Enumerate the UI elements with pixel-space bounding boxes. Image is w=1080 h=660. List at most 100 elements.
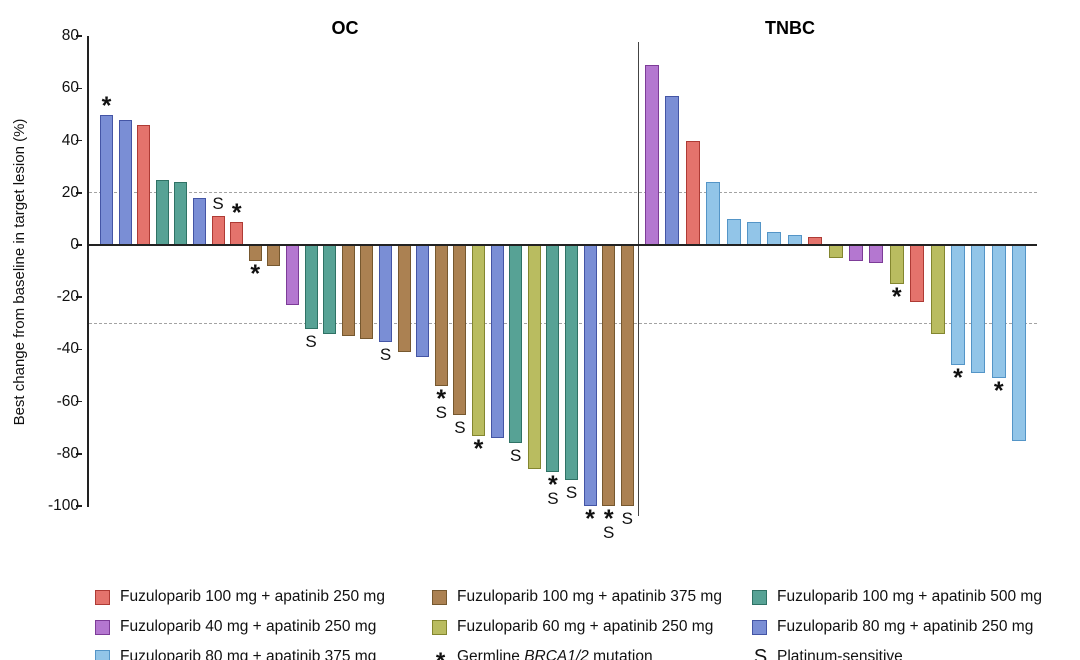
- bar-tnbc-3: [685, 140, 700, 245]
- y-tick-mark: [76, 87, 82, 90]
- platinum-sensitive-marker: S: [621, 509, 633, 528]
- germline-mutation-marker: *: [101, 91, 112, 120]
- y-tick-label: 60: [61, 79, 79, 97]
- legend-item: Fuzuloparib 100 mg + apatinib 250 mg: [95, 582, 385, 612]
- platinum-sensitive-marker: S: [603, 523, 615, 542]
- reference-line-20: [89, 192, 1037, 193]
- y-axis-label: Best change from baseline in target lesi…: [11, 118, 28, 426]
- legend-swatch: [95, 649, 110, 660]
- platinum-sensitive-marker: S: [510, 446, 522, 466]
- legend-item: S Platinum-sensitive: [752, 642, 1042, 660]
- legend-item: * Germline BRCA1/2 mutation: [432, 642, 722, 660]
- y-tick-label: 20: [61, 183, 79, 201]
- legend-item: Fuzuloparib 60 mg + apatinib 250 mg: [432, 612, 722, 642]
- y-tick-mark: [76, 400, 82, 403]
- bar-oc-6: [193, 198, 206, 245]
- bar-oc-26: [565, 245, 578, 480]
- legend-swatch: [432, 619, 447, 635]
- bar-oc-14: [341, 245, 355, 337]
- bar-oc-21: [472, 245, 485, 436]
- bar-oc-2: [118, 119, 132, 245]
- bar-tnbc-13: [889, 245, 904, 285]
- bar-oc-1: [100, 114, 113, 245]
- bar-oc-23: [509, 245, 523, 444]
- y-tick-mark: [76, 139, 82, 142]
- germline-mutation-marker: *: [250, 259, 261, 288]
- legend-label: Fuzuloparib 100 mg + apatinib 500 mg: [777, 588, 1042, 605]
- group-title-tnbc: TNBC: [765, 18, 815, 38]
- y-tick-mark: [76, 35, 82, 37]
- y-tick-label: -20: [56, 288, 79, 306]
- y-tick-label: 0: [70, 236, 79, 253]
- legend-column-1: Fuzuloparib 100 mg + apatinib 250 mg Fuzu…: [95, 582, 385, 660]
- germline-mutation-marker: *: [473, 434, 484, 463]
- y-tick-mark: [76, 244, 82, 246]
- bar-oc-28: [602, 245, 616, 506]
- platinum-sensitive-marker: S: [305, 331, 317, 351]
- legend-swatch: [95, 619, 110, 635]
- bar-oc-3: [137, 124, 151, 245]
- legend-label: Fuzuloparib 80 mg + apatinib 250 mg: [777, 618, 1034, 635]
- bar-oc-18: [416, 245, 430, 358]
- bar-tnbc-19: [1012, 245, 1027, 441]
- bar-oc-16: [379, 245, 392, 342]
- bar-tnbc-1: [645, 64, 659, 245]
- legend-label: Fuzuloparib 100 mg + apatinib 375 mg: [457, 588, 722, 605]
- legend-label: Fuzuloparib 80 mg + apatinib 375 mg: [120, 648, 377, 660]
- legend-item: Fuzuloparib 80 mg + apatinib 375 mg: [95, 642, 385, 660]
- legend-column-2: Fuzuloparib 100 mg + apatinib 375 mg Fuzu…: [432, 582, 722, 660]
- bar-oc-20: [453, 245, 467, 415]
- bar-oc-13: [323, 245, 337, 334]
- germline-mutation-marker: *: [891, 283, 902, 312]
- legend-label: Germline BRCA1/2 mutation: [457, 648, 653, 660]
- bar-tnbc-10: [828, 245, 843, 259]
- bar-tnbc-16: [951, 245, 965, 366]
- y-tick-label: 80: [61, 27, 79, 45]
- legend-item: Fuzuloparib 100 mg + apatinib 375 mg: [432, 582, 722, 612]
- germline-mutation-marker: *: [585, 505, 595, 533]
- y-tick-mark: [76, 348, 82, 351]
- bar-oc-25: [546, 245, 560, 473]
- legend-swatch: [432, 589, 447, 605]
- bar-oc-29: [620, 245, 634, 506]
- bar-oc-22: [490, 245, 504, 439]
- legend-item: Fuzuloparib 100 mg + apatinib 500 mg: [752, 582, 1042, 612]
- bar-oc-5: [174, 182, 188, 245]
- group-title-oc: OC: [331, 18, 359, 38]
- y-tick-label: -80: [56, 444, 79, 462]
- bar-tnbc-15: [930, 245, 945, 334]
- legend-column-3: Fuzuloparib 100 mg + apatinib 500 mg Fuzu…: [752, 582, 1042, 660]
- bar-tnbc-14: [910, 245, 925, 303]
- bar-tnbc-11: [849, 245, 863, 261]
- legend-item: Fuzuloparib 40 mg + apatinib 250 mg: [95, 612, 385, 642]
- germline-mutation-symbol: *: [432, 648, 449, 660]
- legend-label: Fuzuloparib 40 mg + apatinib 250 mg: [120, 618, 377, 635]
- germline-mutation-marker: *: [953, 364, 963, 393]
- bar-tnbc-12: [869, 245, 884, 264]
- bar-oc-10: [267, 245, 281, 266]
- y-tick-label: 40: [61, 131, 79, 149]
- platinum-sensitive-marker: S: [212, 194, 224, 214]
- y-tick-label: -40: [56, 340, 79, 358]
- legend-label: Fuzuloparib 60 mg + apatinib 250 mg: [457, 618, 714, 635]
- platinum-sensitive-marker: S: [454, 417, 466, 437]
- x-axis-line: [88, 244, 1037, 246]
- bar-oc-4: [155, 179, 169, 245]
- germline-mutation-marker: *: [993, 377, 1004, 406]
- group-separator-line: [638, 42, 640, 516]
- platinum-sensitive-marker: S: [435, 402, 447, 422]
- bar-tnbc-6: [747, 221, 761, 245]
- platinum-sensitive-marker: S: [379, 344, 392, 364]
- platinum-sensitive-symbol: S: [753, 645, 768, 660]
- bar-oc-7: [211, 216, 225, 245]
- y-axis-line: [87, 36, 89, 507]
- bar-oc-27: [583, 245, 597, 506]
- y-tick-label: -100: [47, 497, 79, 514]
- legend-swatch: [752, 619, 767, 635]
- y-tick-mark: [76, 192, 82, 194]
- bar-oc-12: [304, 245, 318, 329]
- platinum-sensitive-marker: S: [547, 489, 559, 509]
- legend: Fuzuloparib 100 mg + apatinib 250 mg Fuzu…: [0, 582, 1080, 660]
- bar-oc-9: [248, 245, 262, 261]
